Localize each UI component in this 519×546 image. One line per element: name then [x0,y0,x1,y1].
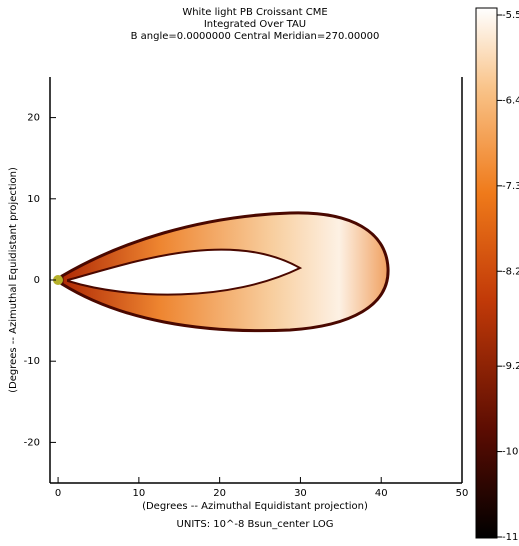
colorbar-tick-label: -11. [502,532,519,543]
x-tick-label: 30 [294,488,307,499]
sun [53,275,63,285]
x-tick-label: 50 [456,488,469,499]
y-tick-label: -10 [24,356,40,367]
colorbar-tick-label: -9.2 [502,361,519,372]
x-axis-label: (Degrees -- Azimuthal Equidistant projec… [142,501,368,512]
colorbar-tick-label: -7.3 [502,181,519,192]
title-line: B angle=0.0000000 Central Meridian=270.0… [131,31,380,42]
colorbar-tick-label: -5.5 [502,10,519,21]
colorbar-tick-label: -6.4 [502,95,519,106]
y-tick-label: -20 [24,437,40,448]
x-tick-label: 40 [375,488,388,499]
units-label: UNITS: 10^-8 Bsun_center LOG [177,519,334,530]
cme-image [53,211,390,333]
y-tick-label: 0 [34,275,40,286]
x-tick-label: 20 [213,488,226,499]
y-tick-label: 10 [27,194,40,205]
title-line: Integrated Over TAU [204,19,306,30]
colorbar-tick-label: -10. [502,447,519,458]
croissant-hollow [67,248,303,296]
y-axis-label: (Degrees -- Azimuthal Equidistant projec… [8,167,19,393]
colorbar-tick-label: -8.2 [502,266,519,277]
x-tick-label: 0 [55,488,61,499]
y-tick-label: 20 [27,113,40,124]
x-tick-label: 10 [132,488,145,499]
title-line: White light PB Croissant CME [182,7,327,18]
colorbar [475,7,498,539]
